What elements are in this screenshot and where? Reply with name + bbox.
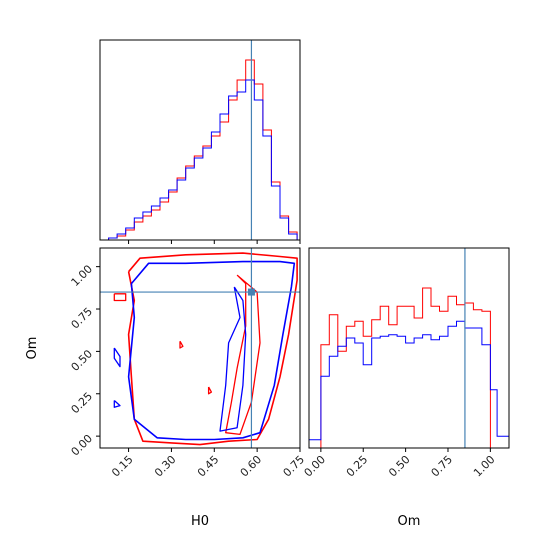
om-histogram-series-red	[309, 287, 509, 449]
om-y-tick-label: 0.25	[69, 390, 96, 417]
om-x-tick-label: 0.75	[429, 453, 456, 480]
om-x-tick-label: 0.50	[386, 453, 413, 480]
h0-x-tick-label: 0.75	[281, 453, 308, 480]
contour-blue-5	[113, 347, 121, 368]
om-histogram-frame	[308, 247, 510, 449]
x-axis-label-h0: H0	[191, 514, 209, 529]
contour-red-7	[179, 340, 184, 349]
h0-x-tick-label: 0.45	[195, 453, 222, 480]
om-y-tick-label: 0.50	[69, 347, 96, 374]
om-y-tick-label: 1.00	[69, 263, 96, 290]
om-x-tick-label: 1.00	[471, 453, 498, 480]
joint-contour-plot	[100, 248, 300, 448]
h0-histogram-frame	[99, 39, 301, 241]
y-axis-label-om: Om	[25, 337, 40, 360]
contour-blue-6	[113, 400, 121, 408]
contour-red-4	[113, 293, 127, 302]
om-y-tick-label: 0.75	[69, 305, 96, 332]
contour-red-2	[225, 274, 261, 436]
om-x-tick-label: 0.00	[302, 453, 329, 480]
joint-contours	[113, 252, 298, 446]
contour-blue-1	[127, 260, 296, 441]
joint-frame	[99, 247, 301, 449]
om-y-tick-label: 0.00	[69, 432, 96, 459]
om-histogram-plot	[308, 248, 510, 449]
om-histogram-series-blue	[308, 320, 510, 448]
om-x-tick-label: 0.25	[344, 453, 371, 480]
h0-histogram-panel	[99, 39, 301, 244]
h0-x-tick-label: 0.30	[152, 453, 179, 480]
contour-blue-3	[219, 286, 247, 432]
h0-histogram-series-blue	[108, 79, 298, 240]
joint-contour-panel	[99, 247, 301, 449]
contour-red-8	[207, 386, 213, 395]
h0-x-tick-label: 0.60	[238, 453, 265, 480]
om-histogram-panel	[308, 247, 510, 449]
x-axis-label-om: Om	[398, 514, 421, 529]
contour-red-0	[127, 252, 298, 446]
joint-truth-marker	[247, 288, 255, 296]
h0-histogram-plot	[108, 40, 301, 244]
h0-x-tick-label: 0.15	[109, 453, 136, 480]
